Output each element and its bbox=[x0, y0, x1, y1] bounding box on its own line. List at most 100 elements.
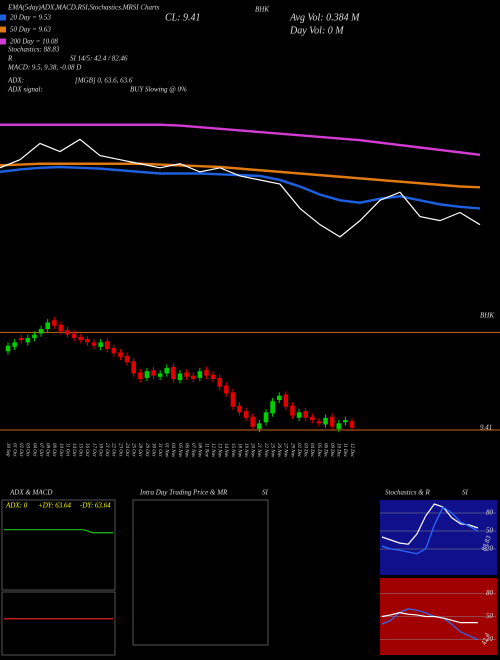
x-tick-label: 13 Nov bbox=[217, 443, 222, 458]
buy-text: BUY Slowing @ 0% bbox=[130, 86, 187, 94]
mdi-label: -DY: 63.64 bbox=[80, 502, 111, 510]
candle-body bbox=[316, 421, 322, 424]
candle-body bbox=[144, 371, 150, 378]
legend-label: 20 Day = 9.53 bbox=[10, 14, 51, 22]
r-text: R bbox=[7, 55, 13, 63]
y-tick-label: 50 bbox=[486, 527, 494, 535]
candle-body bbox=[52, 320, 57, 326]
candle-body bbox=[296, 412, 302, 418]
panel-title: SI bbox=[462, 489, 469, 497]
candle-body bbox=[230, 392, 236, 407]
x-tick-label: 04 Oct bbox=[31, 443, 36, 457]
x-tick-label: 29 Oct bbox=[144, 443, 149, 457]
series-line bbox=[0, 162, 481, 189]
candle-body bbox=[184, 372, 189, 377]
x-tick-label: 12 Dec bbox=[349, 443, 354, 458]
candle-body bbox=[58, 324, 64, 332]
candle-body bbox=[111, 347, 117, 354]
x-tick-label: 02 Dec bbox=[296, 443, 301, 458]
x-tick-label: 12 Nov bbox=[210, 443, 215, 458]
x-tick-label: 21 Nov bbox=[256, 443, 261, 458]
x-tick-label: 15 Oct bbox=[78, 443, 83, 457]
candle-body bbox=[257, 423, 262, 429]
candle-body bbox=[290, 405, 295, 416]
y-tick-label: 80 bbox=[486, 589, 494, 597]
series-line bbox=[0, 123, 481, 157]
x-tick-label: 21 Oct bbox=[104, 443, 109, 457]
x-tick-label: 22 Oct bbox=[111, 443, 116, 457]
x-tick-label: 27 Nov bbox=[283, 443, 288, 458]
candle-body bbox=[310, 416, 315, 421]
x-tick-label: 15 Nov bbox=[230, 443, 235, 458]
candle-body bbox=[5, 345, 11, 352]
macd-box bbox=[1, 591, 116, 656]
candle-body bbox=[32, 334, 37, 338]
value-label: 42.4 bbox=[480, 632, 492, 647]
candle-body bbox=[250, 416, 256, 427]
x-tick-label: 11 Dec bbox=[342, 443, 347, 458]
panel-title: ADX & MACD bbox=[9, 489, 52, 497]
candle-body bbox=[38, 329, 44, 334]
x-tick-label: 18 Oct bbox=[97, 443, 102, 457]
x-tick-label: 25 Nov bbox=[269, 443, 274, 458]
candle-body bbox=[329, 416, 335, 427]
series-line bbox=[381, 612, 478, 624]
panel-title: SI bbox=[262, 489, 269, 497]
candle-body bbox=[323, 417, 328, 425]
series-line bbox=[381, 503, 479, 545]
legend-swatch bbox=[0, 14, 6, 21]
panel-title: Stochastics & R bbox=[385, 489, 430, 497]
x-tick-label: 01 Nov bbox=[164, 443, 169, 458]
adx-label: ADX: 0 bbox=[5, 502, 28, 510]
candle-body bbox=[164, 367, 170, 374]
day-vol: Day Vol: 0 M bbox=[289, 25, 344, 36]
candle-body bbox=[157, 373, 163, 377]
macd-text: MACD: 9.5, 9.38, -0.08 D bbox=[7, 64, 81, 72]
x-tick-label: 05 Nov bbox=[177, 443, 182, 458]
x-tick-label: 04 Dec bbox=[309, 443, 314, 458]
candle-body bbox=[85, 339, 90, 343]
x-tick-label: 17 Oct bbox=[91, 443, 96, 457]
x-tick-label: 02 Oct bbox=[18, 443, 23, 457]
x-tick-label: 11 Nov bbox=[203, 443, 208, 458]
series-line bbox=[4, 529, 113, 534]
x-tick-label: 05 Dec bbox=[316, 443, 321, 458]
candle-body bbox=[349, 421, 355, 428]
x-tick-label: 22 Nov bbox=[263, 443, 268, 458]
x-tick-label: 04 Nov bbox=[170, 443, 175, 458]
x-tick-label: 10 Dec bbox=[336, 443, 341, 458]
x-tick-label: 03 Dec bbox=[303, 443, 308, 458]
candle-body bbox=[71, 333, 77, 338]
candle-body bbox=[237, 405, 242, 413]
candle-body bbox=[204, 370, 209, 376]
candle-body bbox=[45, 322, 50, 330]
candle-body bbox=[118, 352, 123, 357]
candle-body bbox=[283, 394, 289, 407]
candle-body bbox=[104, 341, 110, 350]
x-tick-label: 20 Nov bbox=[250, 443, 255, 458]
candle-body bbox=[210, 374, 216, 379]
x-tick-label: 25 Oct bbox=[131, 443, 136, 457]
x-tick-label: 11 Oct bbox=[64, 443, 69, 457]
x-tick-label: 24 Oct bbox=[124, 443, 129, 457]
candle-body bbox=[91, 342, 97, 346]
panel-title: Intra Day Trading Price & MR bbox=[139, 489, 228, 497]
adx-text: ADX: bbox=[7, 77, 24, 85]
mgb-text: [MGB] 0, 63.6, 63.6 bbox=[75, 77, 133, 85]
candle-body bbox=[25, 337, 31, 343]
y-tick-label: 50 bbox=[486, 612, 494, 620]
pdi-label: +DY: 63.64 bbox=[38, 502, 72, 510]
series-line bbox=[0, 165, 481, 210]
x-tick-label: 08 Nov bbox=[197, 443, 202, 458]
panel-bg bbox=[380, 500, 497, 575]
candle-body bbox=[243, 411, 249, 418]
y-tick-label: 20 bbox=[486, 635, 494, 643]
intraday-box bbox=[132, 499, 269, 646]
series-line bbox=[381, 608, 479, 641]
legend-label: 200 Day = 10.08 bbox=[10, 38, 58, 46]
x-tick-label: 28 Oct bbox=[137, 443, 142, 457]
candle-body bbox=[124, 355, 130, 363]
candle-body bbox=[131, 361, 136, 374]
x-tick-label: 06 Dec bbox=[322, 443, 327, 458]
